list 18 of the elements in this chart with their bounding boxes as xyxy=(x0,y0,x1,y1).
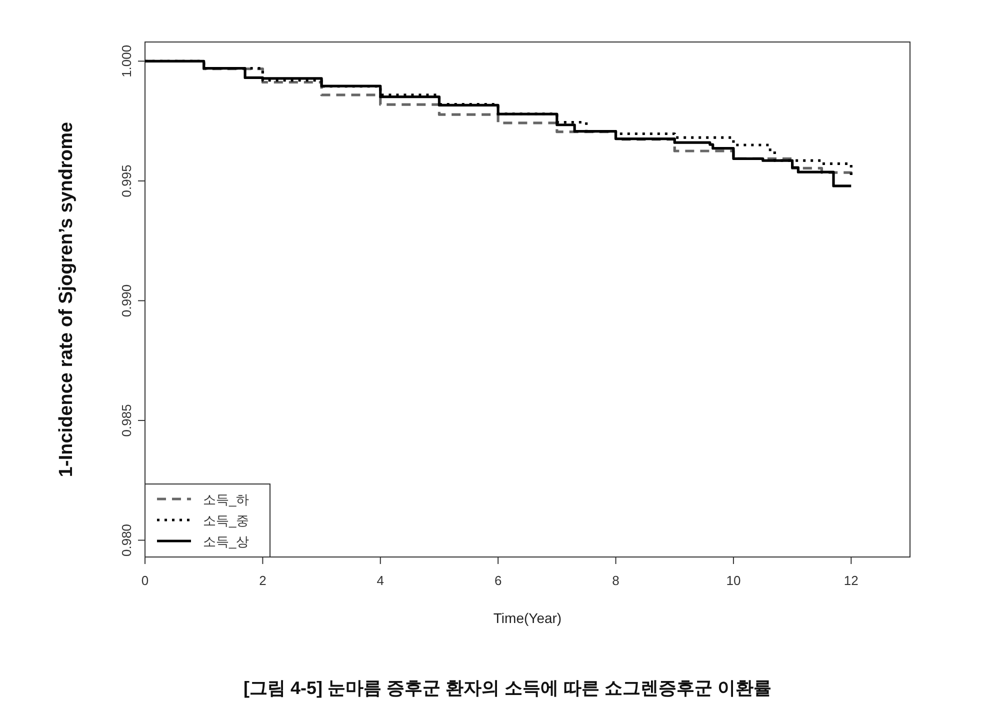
y-axis-title: 1-Incidence rate of Sjogren’s syndrome xyxy=(56,122,77,478)
y-tick-label: 0.980 xyxy=(119,524,134,557)
y-tick-label: 0.990 xyxy=(119,284,134,317)
x-tick-label: 8 xyxy=(612,573,620,588)
legend-label: 소득_하 xyxy=(203,492,250,507)
x-tick-label: 6 xyxy=(494,573,502,588)
x-tick-label: 0 xyxy=(141,573,149,588)
x-tick-label: 12 xyxy=(844,573,858,588)
y-tick-label: 0.995 xyxy=(119,164,134,198)
legend-label: 소득_중 xyxy=(203,513,250,528)
x-axis-title: Time(Year) xyxy=(493,610,562,626)
y-tick-label: 0.985 xyxy=(119,404,134,437)
x-tick-label: 4 xyxy=(376,573,384,588)
y-tick-label: 1.000 xyxy=(119,44,134,78)
x-tick-label: 2 xyxy=(259,573,266,588)
text: [그림 4-5] 눈마름 증후군 환자의 소득에 따른 쇼그렌증후군 이환률 xyxy=(243,678,772,698)
x-tick-label: 10 xyxy=(726,573,741,588)
legend-label: 소득_상 xyxy=(203,534,250,549)
